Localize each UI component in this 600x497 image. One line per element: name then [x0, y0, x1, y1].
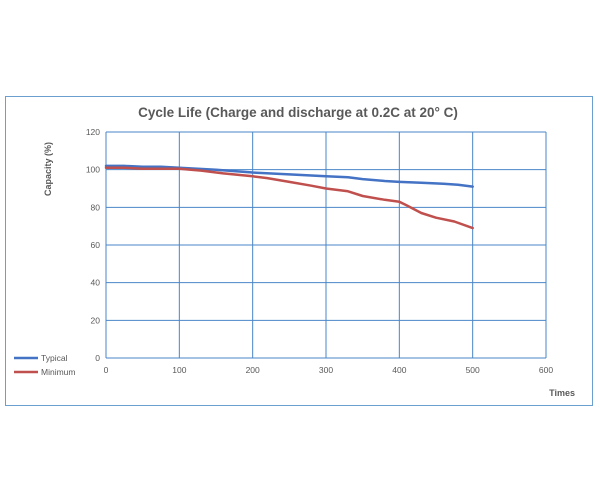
- series-lines: [104, 164, 474, 230]
- legend: Typical Minimum: [14, 353, 75, 377]
- y-tick-label: 40: [91, 278, 101, 288]
- series-line-typical: [104, 164, 474, 188]
- x-tick-label: 300: [319, 365, 333, 375]
- x-tick-label: 400: [392, 365, 406, 375]
- grid: [105, 131, 547, 359]
- x-tick-label: 0: [104, 365, 109, 375]
- y-tick-label: 100: [86, 165, 100, 175]
- chart-frame: [5, 96, 593, 406]
- tick-labels: 0 20 40 60 80 100 120 0 100 200 300 400 500 600: [86, 127, 554, 375]
- x-tick-label: 600: [539, 365, 553, 375]
- legend-label-typical: Typical: [41, 353, 68, 363]
- y-tick-label: 80: [91, 202, 101, 212]
- y-axis-label: Capacity (%): [43, 142, 53, 196]
- series-line-minimum: [104, 166, 474, 230]
- y-tick-label: 20: [91, 315, 101, 325]
- x-tick-label: 500: [466, 365, 480, 375]
- legend-label-minimum: Minimum: [41, 367, 75, 377]
- x-tick-label: 100: [172, 365, 186, 375]
- chart-title: Cycle Life (Charge and discharge at 0.2C…: [138, 105, 458, 120]
- x-tick-label: 200: [246, 365, 260, 375]
- y-tick-label: 0: [95, 353, 100, 363]
- y-tick-label: 120: [86, 127, 100, 137]
- x-axis-label: Times: [549, 388, 575, 398]
- y-tick-label: 60: [91, 240, 101, 250]
